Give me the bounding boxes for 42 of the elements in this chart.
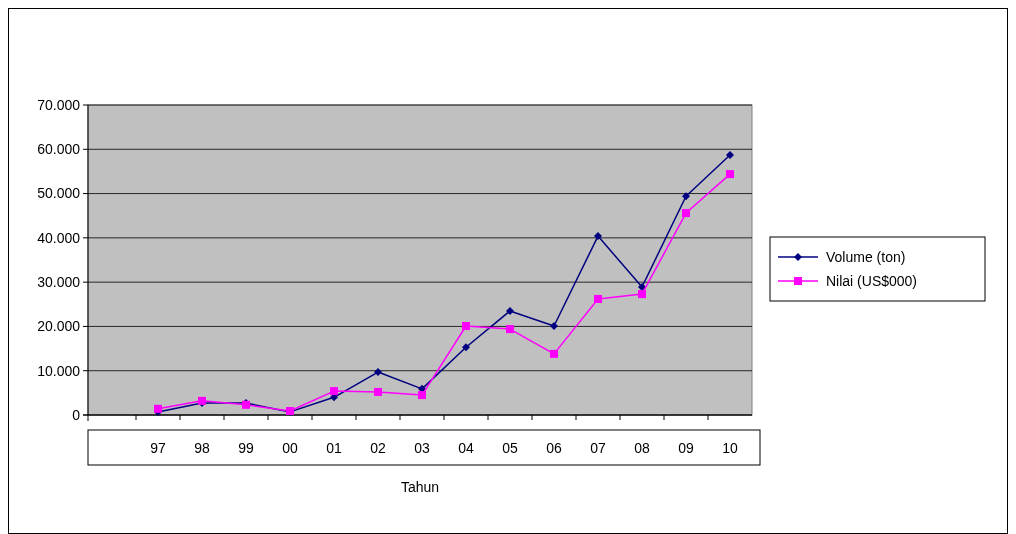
x-tick-label: 04 [458,439,474,456]
legend-label: Nilai (US$000) [826,272,918,289]
x-tick-label: 10 [722,439,738,456]
point [506,325,514,334]
x-axis-title: Tahun [400,479,440,495]
x-tick-label: 06 [546,439,562,456]
point [682,209,690,218]
y-tick-label: 70.000 [37,96,81,113]
x-tick-label: 99 [238,439,254,456]
y-tick-label: 60.000 [37,141,81,158]
x-tick-label: 07 [590,439,606,456]
x-tick-label: 98 [194,439,210,456]
point [638,290,646,299]
point [550,321,558,330]
y-tick-label: 40.000 [37,229,81,246]
point [726,151,734,160]
y-tick-label: 20.000 [37,318,81,335]
x-tick-label: 03 [414,439,430,456]
y-tick-label: 30.000 [37,274,81,291]
x-tick-label: 01 [326,439,342,456]
point [682,192,690,201]
point [374,368,382,377]
y-tick-label: 10.000 [37,362,81,379]
point [462,343,470,352]
point [594,294,602,303]
y-tick-label: 0 [72,406,81,423]
x-tick-label: 02 [370,439,386,456]
point [374,387,382,396]
x-tick-label: 00 [282,439,298,456]
point [462,321,470,330]
x-tick-label: 09 [678,439,694,456]
point [594,232,602,241]
point [330,387,338,396]
x-tick-label: 08 [634,439,650,456]
x-tick-label: 97 [150,439,166,456]
point [506,306,514,315]
legend-label: Volume (ton) [826,248,906,265]
point [726,170,734,179]
y-tick-label: 50.000 [37,185,81,202]
x-tick-label: 05 [502,439,518,456]
point [550,349,558,358]
point [418,391,426,400]
